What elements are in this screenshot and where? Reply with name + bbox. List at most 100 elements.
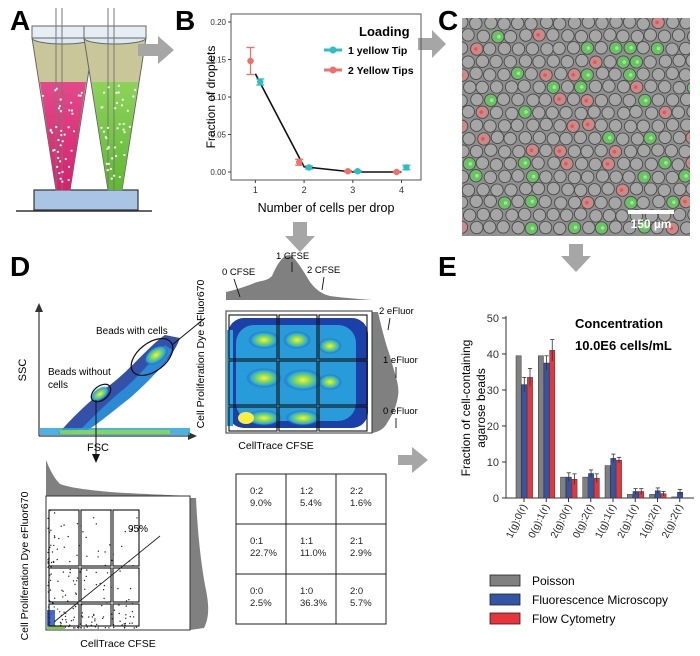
- cell-dot: [51, 131, 54, 134]
- event-dot: [50, 544, 52, 546]
- arrow-d-to-e: [398, 447, 428, 473]
- droplet: [489, 158, 504, 172]
- event-dot: [69, 560, 71, 563]
- droplet: [462, 170, 470, 184]
- droplet: [561, 29, 575, 43]
- droplet: [652, 194, 666, 209]
- data-point: [296, 159, 303, 166]
- event-dot: [75, 592, 77, 594]
- event-dot: [85, 624, 87, 626]
- xtick-label: 1: [253, 185, 258, 195]
- droplet: [489, 208, 504, 222]
- droplet: [532, 106, 546, 120]
- event-dot: [75, 593, 78, 595]
- quadrant-percent: 2.9%: [350, 548, 372, 559]
- droplet: [547, 156, 561, 170]
- xtick-label: 4: [399, 185, 404, 195]
- legend-swatch-flow: [489, 612, 521, 625]
- droplet: [609, 18, 623, 29]
- droplet: [622, 93, 637, 108]
- chart-e-legend: Poisson Fluorescence Microscopy Flow Cyt…: [489, 574, 668, 626]
- event-dot: [94, 620, 96, 622]
- droplet: [546, 181, 561, 196]
- green-cell: [490, 98, 494, 102]
- event-dot: [56, 558, 58, 561]
- red-cell: [564, 161, 568, 166]
- droplet: [671, 158, 685, 172]
- red-cell: [536, 33, 540, 37]
- droplet: [594, 41, 608, 55]
- quadrant-id: 2:1: [350, 536, 363, 547]
- droplet: [680, 92, 690, 107]
- cell-dot: [118, 175, 121, 179]
- green-cell: [530, 226, 535, 231]
- label-1-efluor: 1 eFluor: [383, 355, 418, 366]
- droplet: [462, 132, 476, 146]
- droplet: [629, 157, 644, 171]
- panel-label-c: C: [438, 5, 458, 36]
- bar: [627, 494, 633, 499]
- droplet: [629, 105, 643, 119]
- green-cell: [608, 136, 612, 140]
- event-dot: [121, 545, 123, 548]
- chart-b-legend: Loading 1 yellow Tip 2 Yellow Tips: [324, 24, 414, 77]
- red-cell: [557, 97, 561, 101]
- droplet: [496, 220, 510, 234]
- droplet: [617, 156, 631, 171]
- droplet: [658, 80, 672, 94]
- droplet: [672, 81, 686, 95]
- cell-dot: [128, 125, 131, 128]
- bottom-plot-frame: [45, 495, 191, 631]
- droplet: [594, 195, 608, 210]
- green-cell: [656, 46, 661, 51]
- event-dot: [59, 611, 61, 613]
- droplet: [489, 80, 504, 94]
- event-dot: [62, 590, 64, 592]
- droplet: [553, 221, 567, 235]
- droplet: [608, 119, 623, 133]
- cell-dot: [120, 141, 123, 144]
- droplet: [497, 67, 511, 82]
- event-dot: [132, 616, 135, 618]
- droplet: [469, 18, 483, 30]
- cell-dot: [122, 122, 125, 126]
- event-dot: [49, 579, 52, 582]
- droplet: [532, 208, 547, 222]
- droplet: [608, 92, 622, 107]
- cell-dot: [117, 84, 120, 87]
- green-cell: [643, 225, 648, 229]
- legend-marker-salmon: [329, 66, 337, 74]
- ytick-label: 0.20: [210, 18, 226, 27]
- droplet: [510, 118, 524, 132]
- legend-swatch-fluorescence: [489, 593, 521, 606]
- droplet: [617, 80, 631, 94]
- droplet: [559, 208, 574, 222]
- legend-poisson: Poisson: [532, 574, 575, 588]
- cell-dot: [61, 170, 64, 174]
- droplet: [483, 170, 498, 184]
- label-2-efluor: 2 eFluor: [379, 306, 414, 317]
- droplet: [594, 118, 608, 132]
- xtick-label: 1(g):2(r): [638, 503, 663, 540]
- cell-dot: [121, 98, 124, 101]
- red-cell: [689, 136, 690, 140]
- event-dot: [125, 605, 128, 607]
- concentration-value: 10.0E6 cells/mL: [575, 338, 672, 353]
- panel-d-bottom-plot: 95% Cell Proliferation Dye eFluor670 Cel…: [19, 460, 209, 650]
- fsc-label: FSC: [87, 442, 109, 454]
- event-dot: [69, 568, 71, 571]
- ytick-label: 10: [487, 457, 499, 469]
- event-dot: [94, 618, 96, 620]
- chart-b-xticks: 1 2 3 4: [253, 180, 404, 195]
- bar: [649, 494, 655, 499]
- cell-dot: [56, 150, 60, 153]
- xtick-label: 2(g):1(r): [616, 503, 641, 540]
- droplet: [580, 144, 594, 159]
- red-cell: [529, 148, 534, 152]
- droplet: [665, 170, 679, 185]
- event-dot: [95, 523, 98, 525]
- droplet: [560, 80, 575, 94]
- event-dot: [91, 616, 94, 618]
- percent-label: 95%: [128, 524, 148, 535]
- cell-dot: [53, 148, 56, 152]
